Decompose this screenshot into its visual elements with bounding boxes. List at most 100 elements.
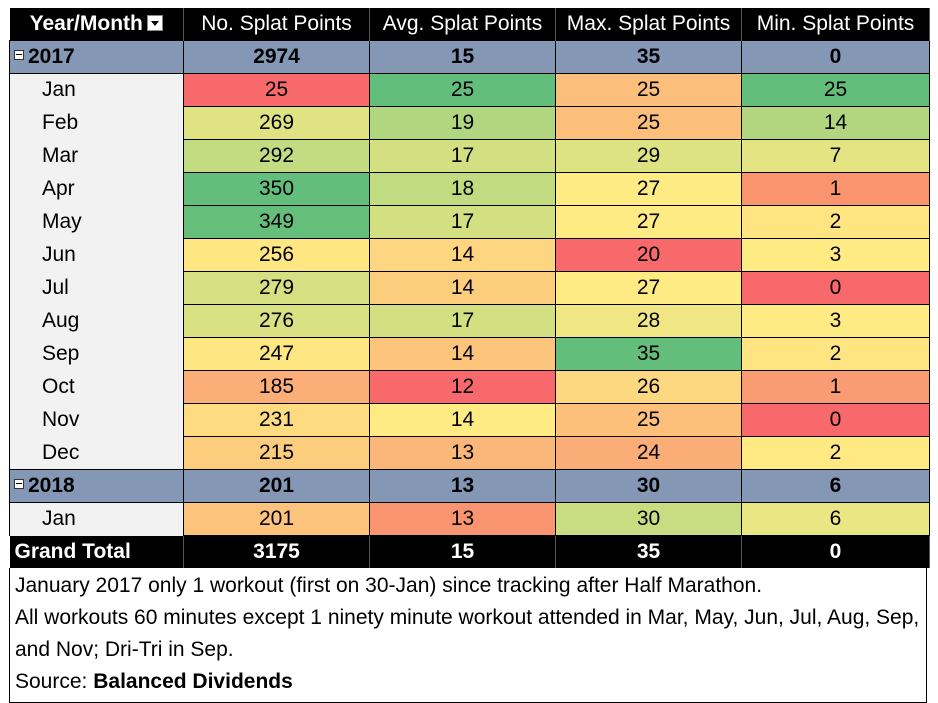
note-line: January 2017 only 1 workout (first on 30… xyxy=(15,574,763,597)
value-cell: 279 xyxy=(183,271,370,305)
value-cell: 12 xyxy=(369,370,556,404)
value-cell: 25 xyxy=(555,73,742,107)
header-no-splat-points: No. Splat Points xyxy=(183,8,370,41)
year-label[interactable]: 2017 xyxy=(9,40,184,74)
value-cell: 14 xyxy=(369,238,556,272)
value-cell: 27 xyxy=(555,271,742,305)
value-cell: 7 xyxy=(741,139,930,173)
grand-total-cell: 15 xyxy=(369,535,556,568)
table-row: Jan 25 25 25 25 xyxy=(9,73,930,107)
year-text: 2017 xyxy=(28,45,75,68)
value-cell: 1 xyxy=(741,370,930,404)
year-total-cell: 35 xyxy=(555,40,742,74)
value-cell: 13 xyxy=(369,502,556,536)
value-cell: 27 xyxy=(555,172,742,206)
dropdown-filter-icon[interactable] xyxy=(146,15,163,32)
table-row: Aug 276 17 28 3 xyxy=(9,304,930,338)
value-cell: 13 xyxy=(369,436,556,470)
table-row: Dec 215 13 24 2 xyxy=(9,436,930,470)
year-total-cell: 2974 xyxy=(183,40,370,74)
value-cell: 0 xyxy=(741,403,930,437)
value-cell: 3 xyxy=(741,304,930,338)
table-row: Oct 185 12 26 1 xyxy=(9,370,930,404)
collapse-toggle-icon[interactable] xyxy=(14,50,24,61)
year-label[interactable]: 2018 xyxy=(9,469,184,503)
month-label: Sep xyxy=(9,337,184,371)
year-total-cell: 30 xyxy=(555,469,742,503)
source-name: Balanced Dividends xyxy=(93,670,293,693)
header-min-splat-points: Min. Splat Points xyxy=(741,8,930,41)
value-cell: 2 xyxy=(741,205,930,239)
year-total-cell: 15 xyxy=(369,40,556,74)
value-cell: 25 xyxy=(555,403,742,437)
value-cell: 18 xyxy=(369,172,556,206)
month-label: Nov xyxy=(9,403,184,437)
value-cell: 30 xyxy=(555,502,742,536)
value-cell: 14 xyxy=(369,403,556,437)
value-cell: 19 xyxy=(369,106,556,140)
value-cell: 256 xyxy=(183,238,370,272)
table-row: May 349 17 27 2 xyxy=(9,205,930,239)
month-label: Jan xyxy=(9,73,184,107)
value-cell: 27 xyxy=(555,205,742,239)
value-cell: 185 xyxy=(183,370,370,404)
value-cell: 29 xyxy=(555,139,742,173)
table-row: Sep 247 14 35 2 xyxy=(9,337,930,371)
year-total-cell: 13 xyxy=(369,469,556,503)
value-cell: 247 xyxy=(183,337,370,371)
value-cell: 24 xyxy=(555,436,742,470)
grand-total-cell: 3175 xyxy=(183,535,370,568)
collapse-toggle-icon[interactable] xyxy=(14,479,24,490)
value-cell: 231 xyxy=(183,403,370,437)
table-row: Jul 279 14 27 0 xyxy=(9,271,930,305)
value-cell: 2 xyxy=(741,436,930,470)
value-cell: 14 xyxy=(369,271,556,305)
value-cell: 6 xyxy=(741,502,930,536)
month-label: Dec xyxy=(9,436,184,470)
value-cell: 292 xyxy=(183,139,370,173)
grand-total-cell: 35 xyxy=(555,535,742,568)
value-cell: 269 xyxy=(183,106,370,140)
pivot-body: 2017 2974 15 35 0 Jan 25 25 25 25 Feb 269 19 25 14 Mar 2… xyxy=(9,40,930,568)
value-cell: 276 xyxy=(183,304,370,338)
pivot-table-container: Year/Month No. Splat Points Avg. Splat P… xyxy=(9,8,930,703)
value-cell: 17 xyxy=(369,304,556,338)
year-text: 2018 xyxy=(28,474,75,497)
grand-total-cell: 0 xyxy=(741,535,930,568)
month-label: Feb xyxy=(9,106,184,140)
year-row: 2017 2974 15 35 0 xyxy=(9,40,930,74)
month-label: Apr xyxy=(9,172,184,206)
value-cell: 35 xyxy=(555,337,742,371)
value-cell: 14 xyxy=(741,106,930,140)
header-max-splat-points: Max. Splat Points xyxy=(555,8,742,41)
year-total-cell: 6 xyxy=(741,469,930,503)
value-cell: 17 xyxy=(369,139,556,173)
value-cell: 3 xyxy=(741,238,930,272)
value-cell: 17 xyxy=(369,205,556,239)
value-cell: 28 xyxy=(555,304,742,338)
source-line: Source: Balanced Dividends xyxy=(15,670,293,693)
value-cell: 26 xyxy=(555,370,742,404)
value-cell: 2 xyxy=(741,337,930,371)
value-cell: 349 xyxy=(183,205,370,239)
note-line: All workouts 60 minutes except 1 ninety … xyxy=(15,606,920,661)
year-total-cell: 201 xyxy=(183,469,370,503)
month-label: Oct xyxy=(9,370,184,404)
year-total-cell: 0 xyxy=(741,40,930,74)
value-cell: 20 xyxy=(555,238,742,272)
value-cell: 25 xyxy=(183,73,370,107)
table-row: Jun 256 14 20 3 xyxy=(9,238,930,272)
table-row: Mar 292 17 29 7 xyxy=(9,139,930,173)
month-label: May xyxy=(9,205,184,239)
value-cell: 215 xyxy=(183,436,370,470)
value-cell: 25 xyxy=(555,106,742,140)
value-cell: 14 xyxy=(369,337,556,371)
pivot-table: Year/Month No. Splat Points Avg. Splat P… xyxy=(9,8,930,568)
month-label: Mar xyxy=(9,139,184,173)
table-row: Feb 269 19 25 14 xyxy=(9,106,930,140)
header-year-month[interactable]: Year/Month xyxy=(9,8,184,41)
table-row: Apr 350 18 27 1 xyxy=(9,172,930,206)
grand-total-label: Grand Total xyxy=(9,535,184,568)
month-label: Jul xyxy=(9,271,184,305)
header-avg-splat-points: Avg. Splat Points xyxy=(369,8,556,41)
